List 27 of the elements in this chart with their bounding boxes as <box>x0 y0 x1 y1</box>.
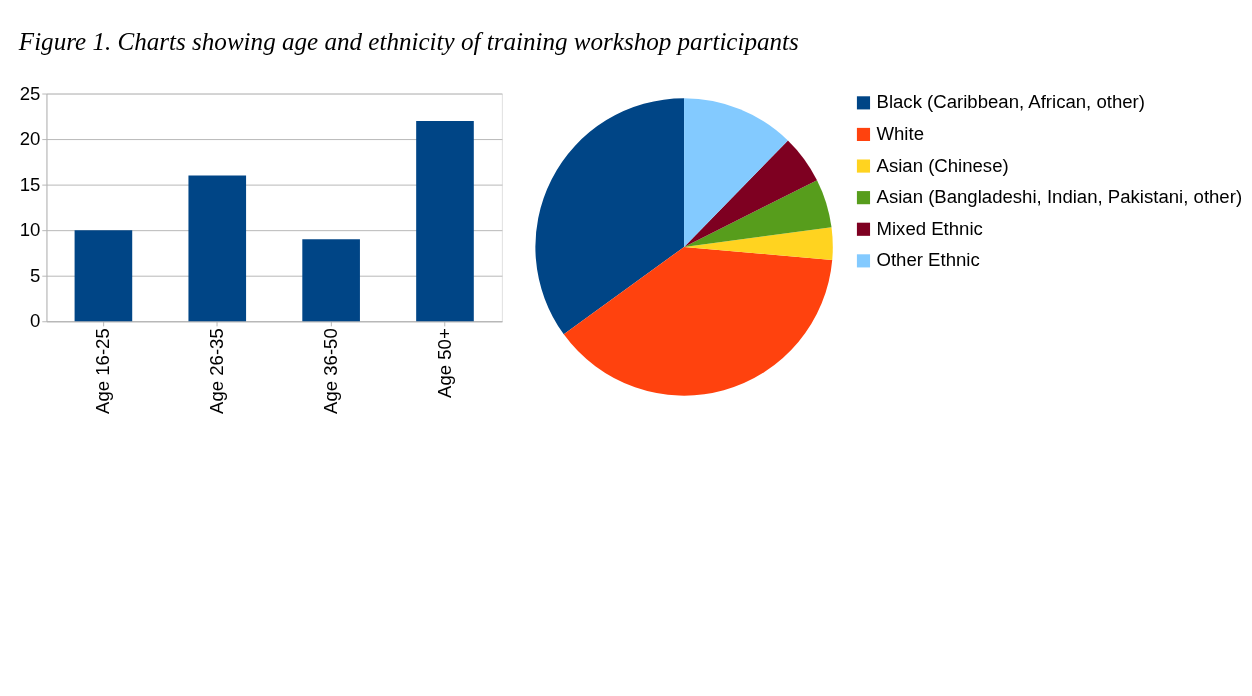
bar <box>74 230 133 322</box>
y-tick-label: 15 <box>19 173 41 195</box>
legend-label: Asian (Bangladeshi, Indian, Pakistani, other) <box>876 186 1243 208</box>
y-tick-label: 20 <box>19 128 41 150</box>
bar <box>302 239 360 322</box>
x-tick-label: Age 50+ <box>433 328 455 398</box>
legend-label: Asian (Chinese) <box>876 154 1009 176</box>
y-tick-label: 5 <box>30 264 41 286</box>
x-tick-label: Age 36-50 <box>319 328 341 414</box>
pie-slice <box>563 246 833 396</box>
pie-slice <box>684 180 832 247</box>
pie-slice <box>684 98 788 247</box>
x-tick-label: Age 26-35 <box>205 328 227 414</box>
x-tick-label: Age 16-25 <box>91 328 113 414</box>
legend-label: Other Ethnic <box>876 249 980 271</box>
legend-label: White <box>876 123 924 145</box>
pie-slice <box>535 98 685 335</box>
bar <box>188 175 247 322</box>
pie-slice <box>684 140 818 247</box>
legend-label: Mixed Ethnic <box>876 217 983 239</box>
y-tick-label: 25 <box>19 82 41 104</box>
legend-label: Black (Caribbean, African, other) <box>876 91 1145 113</box>
pie-slice <box>684 227 833 260</box>
y-tick-label: 0 <box>30 310 41 332</box>
y-tick-label: 10 <box>19 219 41 241</box>
bar <box>416 120 474 322</box>
chart-title: Figure 1. Charts showing age and ethnicity of training workshop participants <box>17 28 799 56</box>
